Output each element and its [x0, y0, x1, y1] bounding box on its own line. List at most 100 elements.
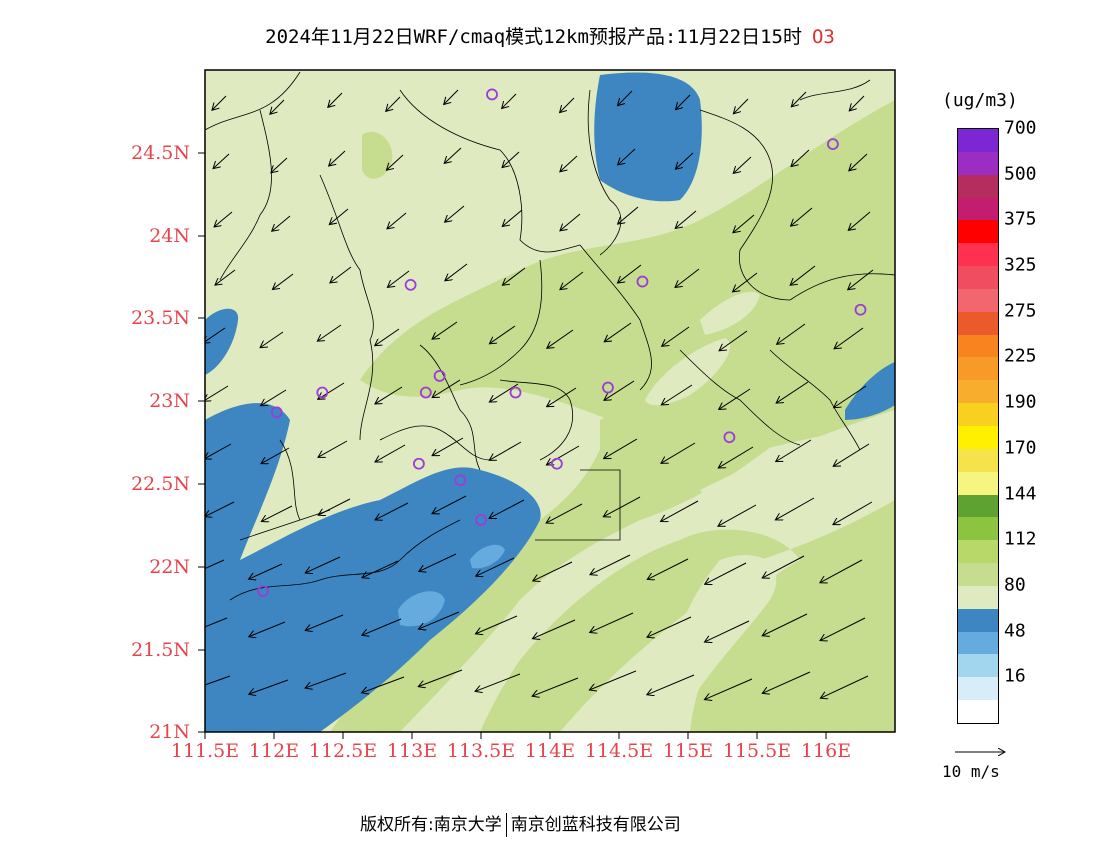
footer-left: 版权所有:南京大学 [360, 815, 502, 835]
wind-arrow [720, 388, 751, 409]
concentration-field [205, 70, 895, 732]
colorbar-segment [958, 403, 998, 426]
wind-arrow [490, 325, 516, 343]
light-patch-2 [700, 291, 760, 335]
wind-arrow [777, 323, 806, 344]
wind-arrow [433, 437, 464, 455]
admin-boundaries [205, 71, 895, 601]
station-marker [257, 585, 269, 598]
wind-arrow [503, 151, 520, 167]
wind-arrow [590, 670, 637, 690]
wind-arrow [763, 613, 808, 635]
wind-arrow [205, 501, 235, 516]
colorbar [957, 128, 999, 724]
wind-arrow [329, 150, 346, 165]
wind-arrow [821, 675, 869, 698]
wind-arrow [444, 89, 459, 104]
lat-label: 23N [149, 390, 190, 412]
wind-arrow [705, 620, 750, 642]
wind-arrow [330, 208, 349, 224]
lat-label: 21.5N [131, 639, 190, 661]
wind-arrow [706, 562, 747, 584]
wind-arrow [250, 679, 289, 694]
lon-label: 113E [386, 740, 438, 762]
wind-arrow [850, 95, 865, 110]
wind-arrow [763, 555, 805, 578]
lon-label: 114E [524, 740, 576, 762]
wind-arrow [490, 441, 522, 460]
colorbar-label: 48 [1004, 620, 1026, 642]
lon-label: 116E [800, 740, 852, 762]
wind-arrow [618, 148, 636, 164]
colorbar-segment [958, 540, 998, 564]
colorbar-label: 144 [1004, 483, 1037, 505]
wind-arrow [835, 327, 864, 348]
wind-arrow [834, 385, 867, 407]
wind-arrow [547, 503, 583, 523]
wind-arrow [676, 210, 697, 228]
light-patch-3 [700, 410, 895, 505]
lon-label: 111.5E [170, 740, 240, 762]
wind-arrow [661, 500, 699, 521]
wind-arrow [733, 272, 758, 291]
colorbar-label: 80 [1004, 574, 1026, 596]
colorbar-label: 225 [1004, 345, 1037, 367]
wind-arrow [490, 499, 525, 518]
wind-arrow [319, 382, 345, 399]
station-marker [723, 431, 736, 444]
wind-arrow [376, 444, 406, 462]
wind-arrow [273, 273, 294, 289]
wind-arrow [363, 560, 399, 577]
wind-arrow [261, 331, 284, 347]
colorbar-segment [958, 174, 998, 198]
copyright-footer: 版权所有:南京大学 南京创蓝科技有限公司 [360, 810, 681, 837]
colorbar-segment [958, 151, 998, 175]
wind-arrow [534, 561, 573, 581]
wind-arrow [388, 212, 407, 228]
colorbar-segment [958, 471, 998, 495]
station-marker [636, 275, 649, 288]
wind-arrow [490, 383, 519, 402]
wind-arrow [719, 504, 757, 526]
station-marker [602, 381, 614, 394]
wind-arrow [445, 205, 465, 222]
unit-label: (ug/m3) [942, 90, 1018, 111]
colorbar-label: 375 [1004, 208, 1037, 230]
footer-right: 南京创蓝科技有限公司 [510, 815, 681, 835]
colorbar-segment [958, 243, 998, 267]
wind-vectors [205, 89, 874, 699]
band-48-patch-2 [470, 544, 505, 569]
colorbar-segment [958, 448, 998, 472]
wind-arrow [215, 211, 233, 226]
colorbar-segment [958, 357, 998, 381]
station-marker [454, 474, 467, 487]
station-marker [486, 88, 498, 101]
wind-arrow [561, 155, 578, 171]
colorbar-segment [958, 608, 998, 632]
station-marker [404, 278, 417, 291]
station-marker [551, 457, 563, 470]
wind-arrow [734, 214, 755, 232]
colorbar-label: 275 [1004, 300, 1037, 322]
lat-label: 21N [149, 721, 190, 743]
station-marker [419, 386, 432, 399]
wind-arrow [792, 91, 807, 106]
wind-arrow [205, 559, 225, 570]
colorbar-label: 16 [1004, 665, 1026, 687]
wind-arrow [734, 98, 749, 113]
station-marker [509, 386, 522, 399]
wind-arrow [821, 617, 866, 640]
lon-label: 115E [662, 740, 714, 762]
colorbar-segment [958, 425, 998, 449]
wind-arrow [319, 498, 351, 515]
wind-arrow [205, 327, 226, 343]
wind-arrow [387, 154, 404, 170]
wind-arrow [249, 563, 283, 579]
colorbar-segment [958, 494, 998, 518]
colorbar-label: 190 [1004, 391, 1037, 413]
wind-arrow [205, 617, 228, 628]
pollutant-label: O3 [811, 26, 835, 48]
wind-arrow [262, 447, 290, 463]
lon-label: 112.5E [308, 740, 378, 762]
wind-arrow [560, 97, 575, 112]
